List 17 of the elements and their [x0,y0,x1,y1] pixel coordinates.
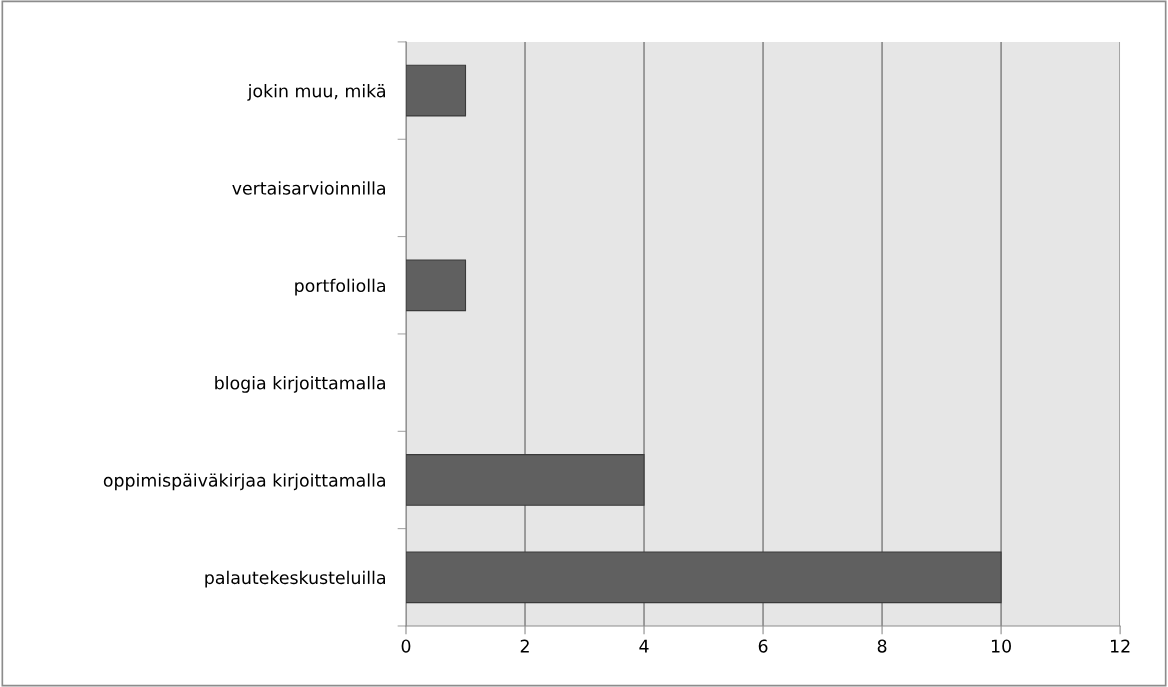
bar [406,64,467,117]
x-tick-label: 8 [877,639,887,653]
x-tick-label: 10 [991,639,1011,653]
y-tick-label: palautekeskusteluilla [205,570,385,588]
x-tick-label: 4 [639,639,649,653]
x-tick-label: 2 [520,639,529,653]
x-tick-label: 6 [758,639,768,653]
x-tick-label: 12 [1110,639,1130,653]
y-tick-label: jokin muu, mikä [247,83,385,101]
y-tick-label: blogia kirjoittamalla [215,376,385,393]
y-tick-label: vertaisarvioinnilla [232,181,385,195]
bar [406,551,1002,604]
y-tick-label: oppimispäiväkirjaa kirjoittamalla [103,473,385,491]
bar [406,259,467,312]
y-tick-label: portfoliolla [295,278,385,296]
bar [406,454,645,506]
x-tick-label: 0 [401,639,411,653]
